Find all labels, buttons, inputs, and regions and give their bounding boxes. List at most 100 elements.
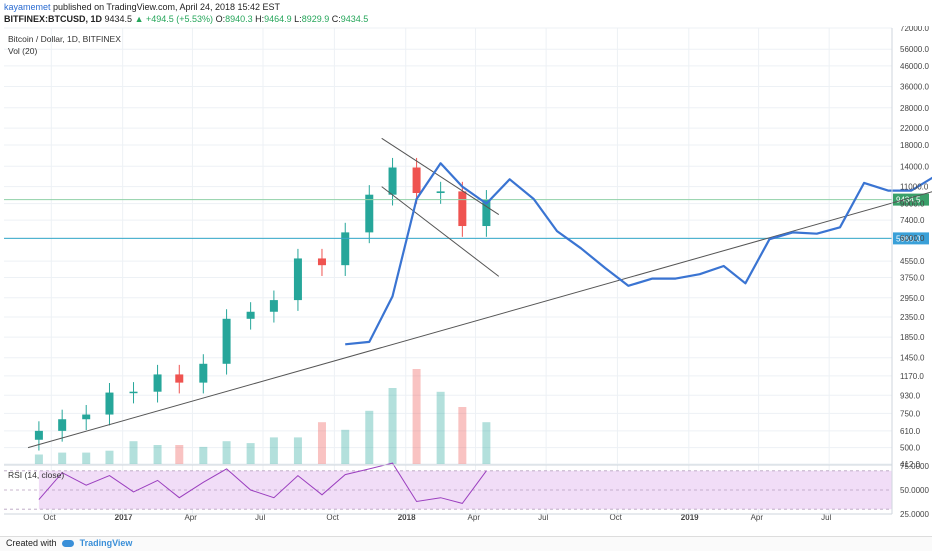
- y-tick-label: 18000.0: [900, 141, 929, 150]
- price-levels: 9434.5 5960.0: [4, 193, 929, 245]
- chart-header: kayamemet published on TradingView.com, …: [0, 0, 932, 26]
- candle-body: [199, 363, 208, 383]
- y-tick-label: 1850.0: [900, 333, 925, 342]
- candle-body: [458, 191, 467, 227]
- y-tick-label: 11000.0: [900, 183, 929, 192]
- volume-bar: [129, 441, 138, 464]
- candle-body: [129, 391, 138, 394]
- x-tick-label: Jul: [821, 513, 831, 522]
- candle-body: [105, 392, 114, 415]
- rsi-label: RSI (14, close): [8, 470, 64, 480]
- close-value: 9434.5: [340, 14, 369, 24]
- y-tick-label: 610.0: [900, 427, 921, 436]
- channel-upper: [381, 137, 500, 216]
- low-label: L:: [294, 14, 302, 24]
- drawn-lines: [27, 137, 932, 449]
- tradingview-brand[interactable]: TradingView: [79, 538, 133, 548]
- volume-bar: [246, 443, 255, 464]
- y-tick-label: 930.0: [900, 391, 921, 400]
- y-tick-label: 72000.0: [900, 26, 929, 33]
- volume-bar: [222, 441, 231, 464]
- x-tick-label: Oct: [43, 513, 56, 522]
- tradingview-logo-icon: [62, 540, 75, 548]
- volume-bar: [436, 391, 445, 464]
- change-value: ▲ +494.5 (+5.53%): [134, 14, 214, 24]
- y-tick-label: 412.0: [900, 460, 921, 469]
- candle-body: [34, 430, 43, 440]
- volume-bar: [341, 429, 350, 464]
- volume-bar: [482, 422, 491, 464]
- y-tick-label: 56000.0: [900, 45, 929, 54]
- candle-body: [222, 318, 231, 364]
- y-tick-label: 28000.0: [900, 104, 929, 113]
- high-value: 9464.9: [264, 14, 292, 24]
- y-tick-label: 1450.0: [900, 354, 925, 363]
- y-tick-label: 500.0: [900, 444, 921, 453]
- x-tick-label: Jul: [255, 513, 265, 522]
- x-tick-label: 2017: [115, 513, 133, 522]
- y-tick-label: 750.0: [900, 409, 921, 418]
- close-label: C:: [331, 14, 341, 24]
- y-tick-label: 46000.0: [900, 62, 929, 71]
- projection-series: [345, 162, 932, 346]
- candle-body: [246, 311, 255, 319]
- candle-body: [388, 167, 397, 195]
- y-tick-label: 9000.0: [900, 200, 925, 209]
- price-chart[interactable]: 9434.5 5960.0 72000.0 56000.0 46000.0 36000.…: [0, 26, 932, 536]
- x-tick-label: Apr: [751, 513, 764, 522]
- candlesticks: [34, 157, 491, 451]
- x-tick-label: Apr: [184, 513, 197, 522]
- candle-body: [58, 419, 67, 431]
- y-tick-label: 2950.0: [900, 294, 925, 303]
- symbol-label: BITFINEX:BTCUSD, 1D: [4, 14, 103, 24]
- candle-body: [412, 167, 421, 194]
- x-tick-label: Jul: [538, 513, 548, 522]
- rsi-tick-label: 50.0000: [900, 486, 929, 495]
- candle-body: [269, 300, 278, 312]
- candle-body: [293, 258, 302, 301]
- volume-bar: [293, 437, 302, 464]
- y-tick-label: 14000.0: [900, 162, 929, 171]
- last-price: 9434.5: [104, 14, 133, 24]
- volume-bar: [199, 446, 208, 464]
- rsi-tick-label: 25.0000: [900, 510, 929, 519]
- published-text: published on TradingView.com, April 24, …: [53, 2, 281, 12]
- y-tick-label: 2350.0: [900, 313, 925, 322]
- volume-bar: [365, 410, 374, 464]
- rsi-line: [38, 462, 487, 504]
- candle-body: [365, 194, 374, 233]
- candle-body: [341, 232, 350, 266]
- volume-bar: [412, 369, 421, 464]
- grid: [4, 27, 892, 514]
- created-with-text: Created with: [6, 538, 57, 548]
- volume-bar: [153, 445, 162, 464]
- candle-body: [436, 191, 445, 194]
- candle-body: [175, 374, 184, 383]
- high-label: H:: [255, 14, 265, 24]
- x-tick-label: Apr: [468, 513, 481, 522]
- volume-indicator-label: Vol (20): [8, 46, 37, 56]
- volume-bar: [269, 437, 278, 464]
- chart-title: Bitcoin / Dollar, 1D, BITFINEX: [8, 34, 121, 44]
- volume-bar: [105, 450, 114, 464]
- ohlc-line: BITFINEX:BTCUSD, 1D 9434.5 ▲ +494.5 (+5.…: [4, 14, 368, 24]
- y-tick-label: 36000.0: [900, 83, 929, 92]
- open-value: 8940.3: [225, 14, 253, 24]
- volume-bar: [175, 445, 184, 464]
- y-tick-label: 7400.0: [900, 216, 925, 225]
- footer: Created with TradingView: [0, 536, 932, 551]
- author-link[interactable]: kayamemet: [4, 2, 51, 12]
- current-price-badge: [893, 193, 929, 206]
- x-tick-label: 2019: [681, 513, 699, 522]
- axes: 72000.0 56000.0 46000.0 36000.0 28000.0 22000…: [4, 26, 929, 522]
- volume-bar: [317, 422, 326, 464]
- current-price-badge-text: 9434.5: [896, 196, 921, 205]
- y-tick-label: 22000.0: [900, 124, 929, 133]
- y-tick-label: 6000.0: [900, 234, 925, 243]
- open-label: O:: [215, 14, 226, 24]
- x-tick-label: 2018: [398, 513, 416, 522]
- level-price-badge-text: 5960.0: [896, 234, 921, 243]
- candle-body: [317, 258, 326, 266]
- y-tick-label: 3750.0: [900, 274, 925, 283]
- rsi-pane: [4, 462, 893, 510]
